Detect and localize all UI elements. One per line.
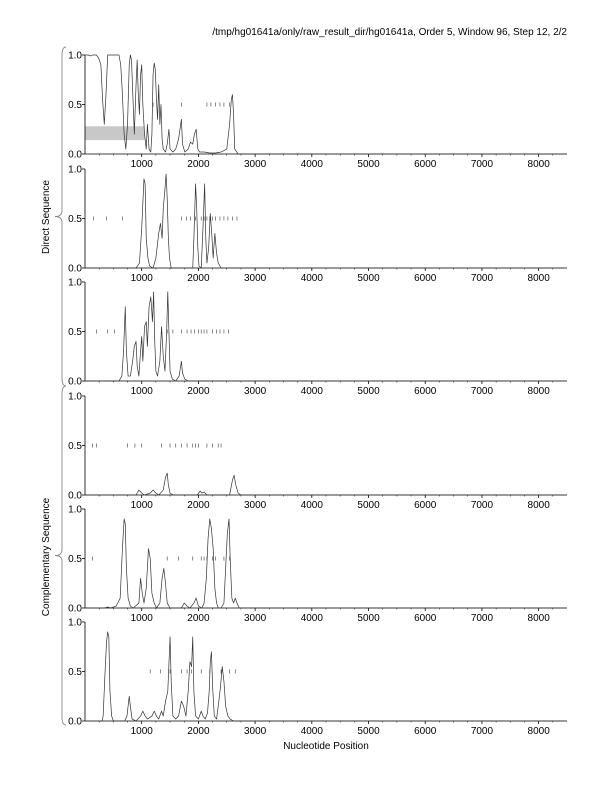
x-tick-label: 1000	[131, 613, 154, 624]
panels: 0.0 0.5 1.0 1000 2000 3000 4000 5000 6000 7000 800…	[68, 51, 567, 737]
x-tick-label: 5000	[357, 159, 380, 170]
series-line	[85, 631, 567, 722]
group-braces	[54, 46, 67, 726]
y-tick-label: 0.5	[68, 554, 82, 565]
x-tick-label: 1000	[131, 500, 154, 511]
x-tick-label: 2000	[187, 386, 210, 397]
x-tick-label: 2000	[187, 159, 210, 170]
y-tick-label: 1.0	[68, 51, 82, 62]
x-tick-label: 5000	[357, 613, 380, 624]
y-tick-label: 0.5	[68, 667, 82, 678]
brace-complementary	[54, 385, 67, 726]
x-tick-label: 5000	[357, 386, 380, 397]
x-tick-label: 6000	[414, 726, 437, 737]
x-tick-label: 7000	[471, 159, 494, 170]
x-tick-label: 1000	[131, 386, 154, 397]
x-tick-label: 5000	[357, 273, 380, 284]
panel-4: 0.0 0.5 1.0 1000 2000 3000 4000 5000 6000 7000 800…	[68, 392, 567, 511]
y-tick-label: 0.5	[68, 214, 82, 225]
panel-6: 0.0 0.5 1.0 1000 2000 3000 4000 5000 6000 7000 800…	[68, 618, 567, 737]
x-tick-label: 5000	[357, 726, 380, 737]
x-tick-label: 8000	[528, 726, 551, 737]
y-tick-label: 1.0	[68, 505, 82, 516]
group-label-direct: Direct Sequence	[41, 180, 52, 254]
x-tick-label: 8000	[528, 613, 551, 624]
x-tick-label: 4000	[301, 500, 324, 511]
x-tick-label: 8000	[528, 386, 551, 397]
x-tick-label: 7000	[471, 613, 494, 624]
brace-direct	[54, 46, 67, 387]
x-tick-label: 3000	[244, 159, 267, 170]
x-tick-label: 3000	[244, 273, 267, 284]
y-tick-label: 1.0	[68, 618, 82, 629]
panel-5: 0.0 0.5 1.0 1000 2000 3000 4000 5000 6000 7000 800…	[68, 505, 567, 624]
x-tick-label: 2000	[187, 273, 210, 284]
x-tick-label: 6000	[414, 273, 437, 284]
y-tick-label: 0.0	[68, 717, 82, 728]
x-tick-label: 2000	[187, 726, 210, 737]
x-tick-label: 3000	[244, 500, 267, 511]
x-tick-label: 4000	[301, 726, 324, 737]
y-tick-label: 0.0	[68, 377, 82, 388]
chart-title: /tmp/hg01641a/only/raw_result_dir/hg0164…	[212, 27, 567, 38]
x-tick-label: 8000	[528, 273, 551, 284]
x-tick-label: 7000	[471, 726, 494, 737]
x-tick-label: 2000	[187, 500, 210, 511]
panel-1: 0.0 0.5 1.0 1000 2000 3000 4000 5000 6000 7000 800…	[68, 51, 567, 170]
x-tick-label: 4000	[301, 613, 324, 624]
series-line	[85, 173, 567, 269]
y-tick-label: 0.5	[68, 441, 82, 452]
highlight-region	[85, 126, 145, 141]
x-tick-label: 7000	[471, 386, 494, 397]
x-tick-label: 3000	[244, 386, 267, 397]
y-tick-label: 0.0	[68, 150, 82, 161]
x-tick-label: 8000	[528, 159, 551, 170]
x-tick-label: 7000	[471, 500, 494, 511]
series-line	[85, 291, 567, 382]
series-line	[85, 472, 567, 496]
y-tick-label: 0.0	[68, 264, 82, 275]
panel-3: 0.0 0.5 1.0 1000 2000 3000 4000 5000 6000 7000 800…	[68, 278, 567, 397]
x-tick-label: 8000	[528, 500, 551, 511]
y-tick-label: 0.0	[68, 491, 82, 502]
x-tick-label: 4000	[301, 273, 324, 284]
x-tick-label: 1000	[131, 726, 154, 737]
x-tick-label: 3000	[244, 726, 267, 737]
x-tick-label: 2000	[187, 613, 210, 624]
group-label-complementary: Complementary Sequence	[41, 497, 52, 616]
series-line	[85, 54, 567, 155]
x-tick-label: 4000	[301, 386, 324, 397]
x-axis-label: Nucleotide Position	[283, 741, 369, 752]
x-tick-label: 1000	[131, 273, 154, 284]
x-tick-label: 5000	[357, 500, 380, 511]
y-tick-label: 0.0	[68, 604, 82, 615]
x-tick-label: 3000	[244, 613, 267, 624]
panel-2: 0.0 0.5 1.0 1000 2000 3000 4000 5000 6000 7000 800…	[68, 165, 567, 284]
x-tick-label: 6000	[414, 613, 437, 624]
x-tick-label: 4000	[301, 159, 324, 170]
y-tick-label: 1.0	[68, 278, 82, 289]
x-tick-label: 1000	[131, 159, 154, 170]
x-tick-label: 6000	[414, 159, 437, 170]
y-tick-label: 1.0	[68, 392, 82, 403]
x-tick-label: 6000	[414, 500, 437, 511]
y-tick-label: 1.0	[68, 165, 82, 176]
y-tick-label: 0.5	[68, 100, 82, 111]
series-line	[85, 518, 567, 609]
x-tick-label: 7000	[471, 273, 494, 284]
y-tick-label: 0.5	[68, 327, 82, 338]
x-tick-label: 6000	[414, 386, 437, 397]
